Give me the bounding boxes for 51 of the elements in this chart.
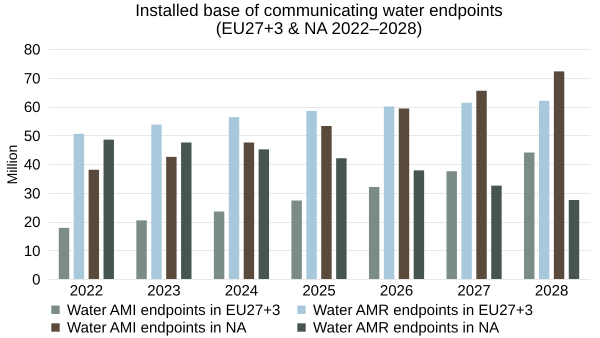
legend-label: Water AMR endpoints in EU27+3: [313, 302, 533, 319]
x-tick-label: 2025: [302, 282, 336, 300]
y-axis-title: Million: [4, 144, 20, 184]
y-tick-label: 30: [24, 185, 40, 202]
legend-label: Water AMR endpoints in NA: [313, 320, 500, 336]
bar: [258, 149, 270, 279]
y-tick-label: 0: [32, 272, 40, 288]
x-tick-label: 2023: [147, 282, 181, 300]
bar: [568, 200, 580, 279]
bar: [58, 228, 70, 279]
y-tick-label: 40: [24, 156, 40, 174]
bar: [151, 124, 162, 279]
bar: [181, 142, 192, 279]
y-tick-label: 20: [24, 214, 40, 231]
bar: [384, 106, 394, 279]
bar: [368, 187, 380, 279]
y-tick-label: 70: [24, 70, 40, 88]
x-tick-label: 2028: [534, 282, 568, 300]
bar: [88, 170, 100, 279]
bar: [104, 140, 114, 279]
bar: [446, 171, 457, 279]
bar: [538, 100, 550, 279]
x-tick-label: 2027: [457, 282, 491, 300]
bar: [166, 156, 177, 279]
y-tick-label: 60: [24, 99, 40, 116]
chart-subtitle: (EU27+3 & NA 2022–2028): [216, 19, 422, 38]
bar: [244, 142, 254, 279]
bar: [214, 211, 224, 279]
legend-label: Water AMI endpoints in EU27+3: [67, 302, 280, 319]
y-tick-label: 10: [24, 242, 40, 260]
bar: [491, 186, 502, 279]
x-tick-label: 2026: [380, 282, 414, 300]
bar: [476, 90, 487, 279]
bar: [321, 126, 332, 279]
bar: [228, 117, 240, 279]
bar: [461, 102, 472, 279]
x-tick-label: 2024: [224, 282, 258, 300]
y-tick-label: 50: [24, 128, 40, 145]
bar: [74, 134, 84, 279]
bar: [136, 220, 147, 279]
legend-label: Water AMI endpoints in NA: [67, 320, 247, 336]
bar: [524, 152, 534, 279]
bar: [398, 108, 410, 279]
y-tick-label: 80: [24, 42, 40, 58]
x-tick-label: 2022: [70, 282, 104, 300]
bar: [554, 71, 564, 279]
bar: [291, 200, 302, 279]
chart-title: Installed base of communicating water endpoints: [135, 1, 503, 20]
bar: [336, 158, 347, 279]
bar: [414, 170, 424, 279]
bar: [306, 110, 317, 279]
